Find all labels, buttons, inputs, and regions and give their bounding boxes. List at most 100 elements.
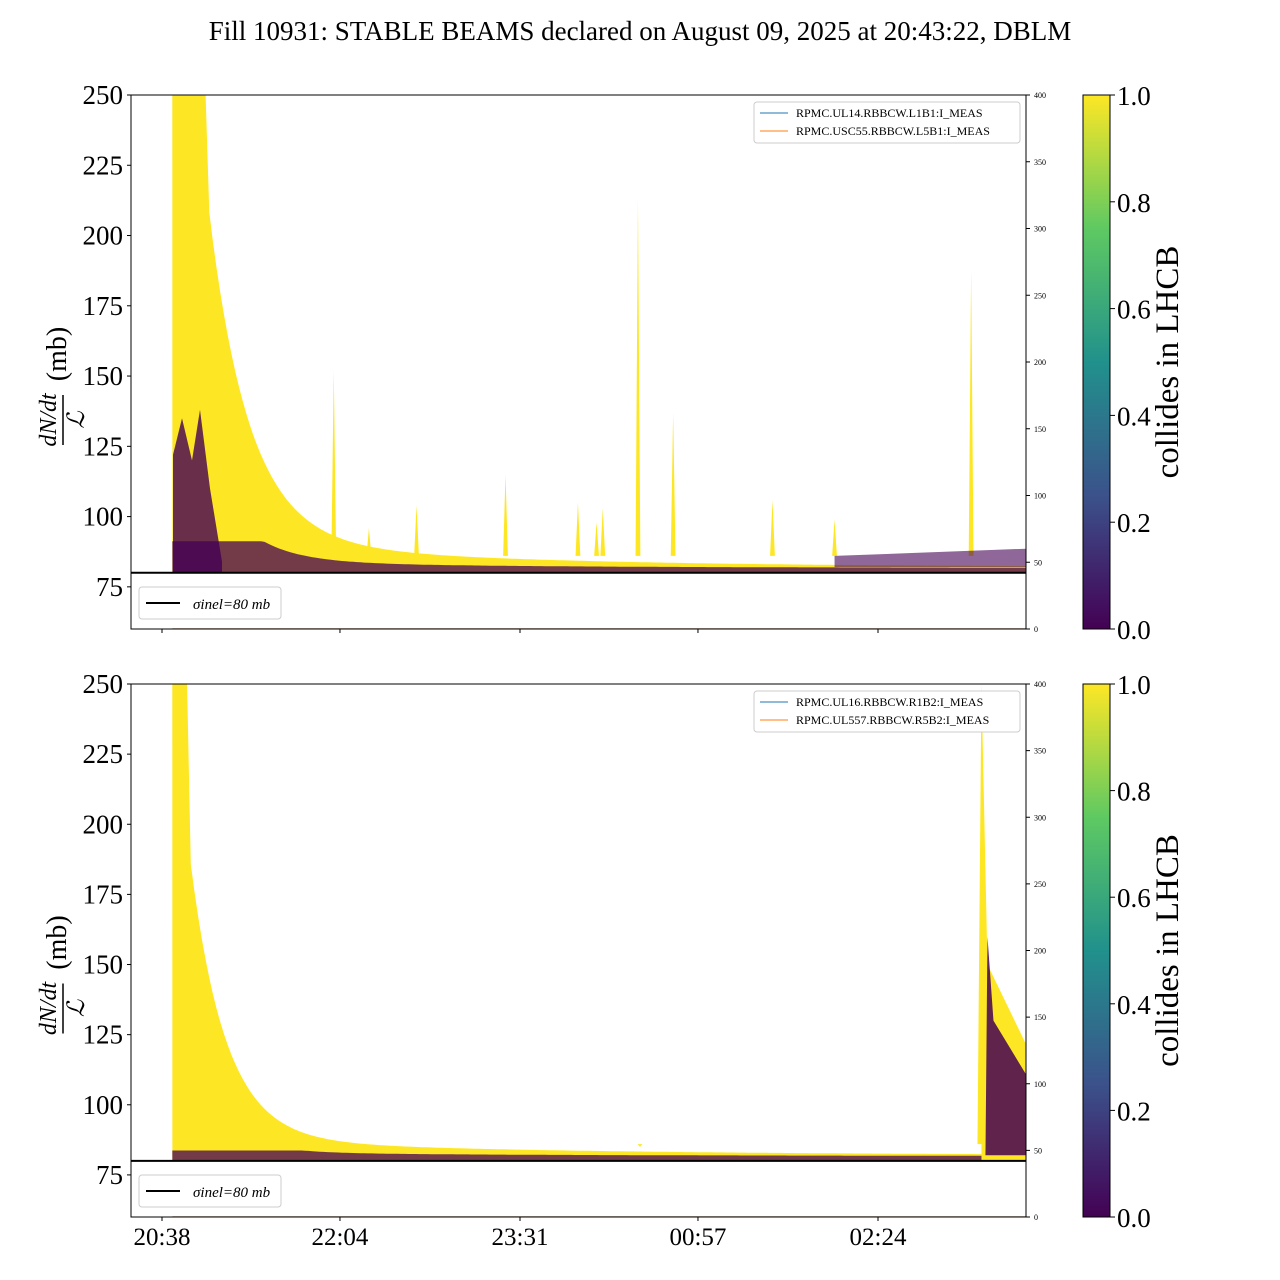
spike-3 [503, 474, 508, 556]
figure-title: Fill 10931: STABLE BEAMS declared on Aug… [208, 16, 1072, 46]
legend-box [138, 586, 282, 620]
y-tick-label: 75 [96, 1160, 123, 1190]
colorbar-tick-label: 0.6 [1117, 883, 1151, 913]
y-tick-label: 100 [83, 502, 124, 532]
colorbar-tick-label: 0.8 [1117, 777, 1151, 807]
spike-8 [670, 412, 676, 556]
spike-1 [366, 527, 372, 556]
spike-7 [635, 198, 641, 556]
y2-tick-label: 0 [1034, 625, 1038, 634]
colorbar-tick-label: 0.8 [1117, 188, 1151, 218]
y-tick-label: 250 [83, 80, 124, 110]
x-tick-label: 22:04 [311, 1224, 368, 1251]
late-low-region [834, 548, 1026, 568]
spike-10 [832, 519, 837, 556]
colorbar-tick-label: 0.6 [1117, 295, 1151, 325]
spike-4 [575, 502, 581, 556]
legend-series-name: RPMC.UL557.RBBCW.R5B2:I_MEAS [796, 713, 989, 727]
spike-6 [600, 508, 606, 556]
y2-tick-label: 250 [1034, 880, 1046, 889]
colorbar-tick-label: 1.0 [1117, 670, 1151, 700]
y-axis-label: dN/dt ℒ (mb) [36, 327, 90, 447]
y-tick-label: 125 [83, 431, 124, 461]
y-tick-label: 200 [83, 809, 124, 839]
end-burst-low [985, 936, 1026, 1156]
spike-5 [594, 522, 599, 556]
series-legend: RPMC.UL16.RBBCW.R1B2:I_MEAS RPMC.UL557.RB… [753, 690, 1021, 733]
y2-tick-label: 50 [1034, 1146, 1042, 1155]
y2-tick-label: 350 [1034, 747, 1046, 756]
y2-tick-label: 200 [1034, 947, 1046, 956]
y-tick-label: 100 [83, 1090, 124, 1120]
y-axis-label: dN/dt ℒ (mb) [36, 915, 90, 1035]
spike-0 [331, 1141, 337, 1145]
colorbar-label: collides in LHCB [1150, 246, 1186, 479]
y2-tick-label: 100 [1034, 492, 1046, 501]
spike-2 [637, 1144, 643, 1147]
non-colliding-band [172, 1150, 1026, 1161]
colorbar-tick-label: 0.4 [1117, 990, 1151, 1020]
y2-tick-label: 150 [1034, 1013, 1046, 1022]
spike-2 [414, 505, 419, 556]
y-label-denominator: ℒ [64, 999, 90, 1017]
y-tick-label: 150 [83, 361, 124, 391]
y2-tick-label: 400 [1034, 91, 1046, 100]
y-label-denominator: ℒ [64, 411, 90, 429]
data-layer-top [172, 95, 1026, 629]
y2-tick-label: 300 [1034, 225, 1046, 234]
y-tick-label: 225 [83, 739, 124, 769]
colorbar-tick-label: 0.2 [1117, 508, 1151, 538]
x-tick-label: 23:31 [492, 1224, 549, 1251]
early-low-region [173, 409, 222, 573]
colorbar-label: collides in LHCB [1150, 834, 1186, 1067]
colorbar-tick-label: 0.0 [1117, 615, 1151, 645]
y-label-unit: (mb) [42, 327, 73, 381]
y-label-numerator: dN/dt [36, 392, 62, 447]
y2-tick-label: 100 [1034, 1080, 1046, 1089]
colorbar-tick-label: 0.2 [1117, 1096, 1151, 1126]
non-colliding-band [172, 541, 1026, 573]
colorbar-tick-label: 0.0 [1117, 1203, 1151, 1233]
legend-box [753, 101, 1021, 144]
colorbar-gradient [1082, 94, 1111, 630]
colorbar-gradient [1082, 683, 1111, 1218]
panel-top: 75 100 125 150 175 200 225 250 0 50 100 150 200 250 30… [36, 80, 1186, 645]
threshold-legend: σinel=80 mb [138, 1174, 282, 1208]
collision-band [172, 684, 1026, 1161]
y2-tick-label: 350 [1034, 158, 1046, 167]
y2-tick-label: 200 [1034, 358, 1046, 367]
y-tick-label: 200 [83, 221, 124, 251]
y-tick-label: 150 [83, 950, 124, 980]
legend-box [753, 690, 1021, 733]
panel-bottom: 75 100 125 150 175 200 225 250 0 50 100 150 200 250 30… [36, 669, 1186, 1251]
legend-series-name: RPMC.UL14.RBBCW.L1B1:I_MEAS [796, 106, 983, 120]
y-tick-label: 225 [83, 150, 124, 180]
y2-tick-label: 400 [1034, 680, 1046, 689]
legend-series-name: RPMC.UL16.RBBCW.R1B2:I_MEAS [796, 695, 983, 709]
y2-tick-label: 150 [1034, 425, 1046, 434]
colorbar-label-group: collides in LHCB [1150, 834, 1186, 1067]
x-tick-label: 02:24 [850, 1224, 907, 1251]
x-tick-label: 00:57 [669, 1224, 726, 1251]
colorbar-label-group: collides in LHCB [1150, 246, 1186, 479]
legend-series-name: RPMC.USC55.RBBCW.L5B1:I_MEAS [796, 124, 990, 138]
y2-tick-label: 0 [1034, 1213, 1038, 1222]
x-tick-label: 20:38 [134, 1224, 191, 1251]
y-tick-label: 75 [96, 572, 123, 602]
legend-box [138, 1174, 282, 1208]
series-legend: RPMC.UL14.RBBCW.L1B1:I_MEAS RPMC.USC55.RB… [753, 101, 1021, 144]
y2-tick-label: 50 [1034, 558, 1042, 567]
spike-0 [331, 370, 337, 556]
threshold-legend: σinel=80 mb [138, 586, 282, 620]
colorbar-tick-label: 0.4 [1117, 401, 1151, 431]
y-label-unit: (mb) [42, 915, 73, 969]
legend-label: σinel=80 mb [193, 1185, 271, 1201]
y-tick-label: 175 [83, 291, 124, 321]
spike-11 [968, 269, 974, 556]
y-tick-label: 125 [83, 1020, 124, 1050]
y-label-numerator: dN/dt [36, 980, 62, 1035]
legend-label: σinel=80 mb [193, 597, 271, 613]
colorbar: 0.0 0.2 0.4 0.6 0.8 1.0 collides in LHCB [1082, 670, 1186, 1233]
